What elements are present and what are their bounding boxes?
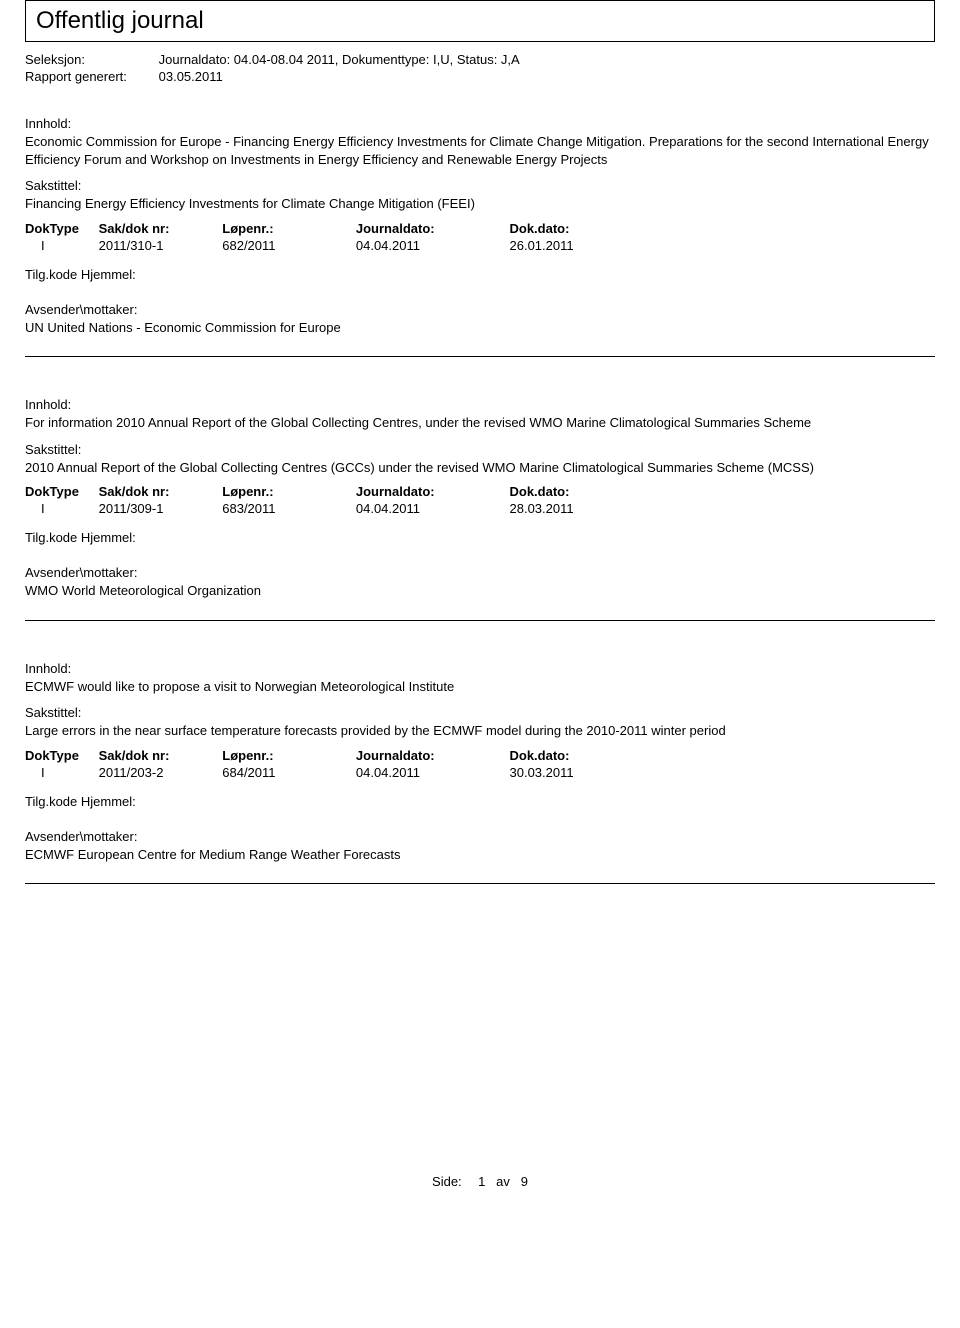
dokdato-value: 28.03.2011 (510, 501, 640, 516)
doktype-value: I (25, 765, 95, 780)
col-lopenr-header: Løpenr.: (222, 748, 352, 763)
sakstittel-label: Sakstittel: (25, 442, 935, 457)
doktype-value: I (25, 238, 95, 253)
journal-entry: Innhold: Economic Commission for Europe … (25, 86, 935, 367)
dokdato-value: 30.03.2011 (510, 765, 640, 780)
avsender-text: ECMWF European Centre for Medium Range W… (25, 846, 935, 864)
tilg-label: Tilg.kode Hjemmel: (25, 794, 935, 809)
seleksjon-row: Seleksjon: Journaldato: 04.04-08.04 2011… (25, 52, 935, 67)
avsender-label: Avsender\mottaker: (25, 829, 935, 844)
entry-divider (25, 883, 935, 884)
sakdok-value: 2011/203-2 (99, 765, 219, 780)
journaldato-value: 04.04.2011 (356, 501, 506, 516)
columns-header: DokType Sak/dok nr: Løpenr.: Journaldato… (25, 221, 935, 236)
avsender-text: WMO World Meteorological Organization (25, 582, 935, 600)
columns-values: I 2011/310-1 682/2011 04.04.2011 26.01.2… (25, 238, 935, 253)
avsender-label: Avsender\mottaker: (25, 302, 935, 317)
journaldato-value: 04.04.2011 (356, 765, 506, 780)
journal-entry: Innhold: ECMWF would like to propose a v… (25, 631, 935, 895)
lopenr-value: 683/2011 (222, 501, 352, 516)
dokdato-value: 26.01.2011 (510, 238, 640, 253)
columns-values: I 2011/203-2 684/2011 04.04.2011 30.03.2… (25, 765, 935, 780)
innhold-label: Innhold: (25, 661, 935, 676)
page-title: Offentlig journal (36, 7, 924, 35)
journaldato-value: 04.04.2011 (356, 238, 506, 253)
col-journaldato-header: Journaldato: (356, 221, 506, 236)
avsender-label: Avsender\mottaker: (25, 565, 935, 580)
entry-divider (25, 356, 935, 357)
col-doktype-header: DokType (25, 221, 95, 236)
innhold-text: Economic Commission for Europe - Financi… (25, 133, 935, 168)
col-doktype-header: DokType (25, 748, 95, 763)
footer: Side: 1 av 9 (25, 1174, 935, 1189)
innhold-text: For information 2010 Annual Report of th… (25, 414, 935, 432)
sakdok-value: 2011/309-1 (99, 501, 219, 516)
col-journaldato-header: Journaldato: (356, 484, 506, 499)
innhold-label: Innhold: (25, 397, 935, 412)
col-journaldato-header: Journaldato: (356, 748, 506, 763)
columns-header: DokType Sak/dok nr: Løpenr.: Journaldato… (25, 484, 935, 499)
sakstittel-label: Sakstittel: (25, 705, 935, 720)
rapport-label: Rapport generert: (25, 69, 155, 84)
tilg-label: Tilg.kode Hjemmel: (25, 267, 935, 282)
entries-container: Innhold: Economic Commission for Europe … (25, 86, 935, 894)
sakstittel-text: Large errors in the near surface tempera… (25, 722, 935, 740)
journal-entry: Innhold: For information 2010 Annual Rep… (25, 367, 935, 631)
col-sakdok-header: Sak/dok nr: (99, 221, 219, 236)
entry-divider (25, 620, 935, 621)
title-box: Offentlig journal (25, 0, 935, 42)
columns-values: I 2011/309-1 683/2011 04.04.2011 28.03.2… (25, 501, 935, 516)
rapport-value: 03.05.2011 (159, 69, 223, 84)
page-number: 1 (465, 1174, 485, 1189)
side-label: Side: (432, 1174, 462, 1189)
col-dokdato-header: Dok.dato: (510, 221, 640, 236)
sakstittel-text: 2010 Annual Report of the Global Collect… (25, 459, 935, 477)
innhold-label: Innhold: (25, 116, 935, 131)
seleksjon-value: Journaldato: 04.04-08.04 2011, Dokumentt… (159, 52, 520, 67)
sakdok-value: 2011/310-1 (99, 238, 219, 253)
col-sakdok-header: Sak/dok nr: (99, 484, 219, 499)
page-total: 9 (521, 1174, 528, 1189)
col-doktype-header: DokType (25, 484, 95, 499)
tilg-label: Tilg.kode Hjemmel: (25, 530, 935, 545)
col-lopenr-header: Løpenr.: (222, 484, 352, 499)
sakstittel-text: Financing Energy Efficiency Investments … (25, 195, 935, 213)
av-label: av (496, 1174, 510, 1189)
lopenr-value: 684/2011 (222, 765, 352, 780)
lopenr-value: 682/2011 (222, 238, 352, 253)
sakstittel-label: Sakstittel: (25, 178, 935, 193)
col-lopenr-header: Løpenr.: (222, 221, 352, 236)
columns-header: DokType Sak/dok nr: Løpenr.: Journaldato… (25, 748, 935, 763)
col-dokdato-header: Dok.dato: (510, 748, 640, 763)
doktype-value: I (25, 501, 95, 516)
innhold-text: ECMWF would like to propose a visit to N… (25, 678, 935, 696)
col-dokdato-header: Dok.dato: (510, 484, 640, 499)
avsender-text: UN United Nations - Economic Commission … (25, 319, 935, 337)
rapport-row: Rapport generert: 03.05.2011 (25, 69, 935, 84)
seleksjon-label: Seleksjon: (25, 52, 155, 67)
col-sakdok-header: Sak/dok nr: (99, 748, 219, 763)
